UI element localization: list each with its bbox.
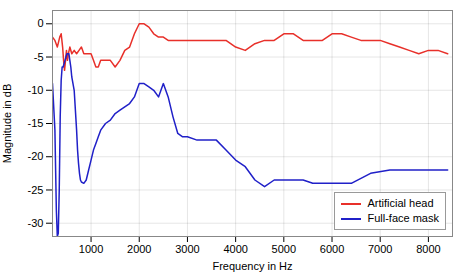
svg-text:-10: -10: [28, 84, 44, 96]
svg-text:-5: -5: [34, 51, 44, 63]
svg-text:-30: -30: [28, 217, 44, 229]
svg-text:0: 0: [37, 17, 43, 29]
svg-text:7000: 7000: [368, 243, 392, 255]
svg-text:-20: -20: [28, 150, 44, 162]
svg-text:4000: 4000: [223, 243, 247, 255]
svg-text:5000: 5000: [272, 243, 296, 255]
svg-text:8000: 8000: [416, 243, 440, 255]
svg-text:-25: -25: [28, 183, 44, 195]
html-text:Full-face mask: Full-face mask: [367, 212, 439, 224]
svg-text:3000: 3000: [175, 243, 199, 255]
svg-text:Magnitude in dB: Magnitude in dB: [1, 84, 13, 164]
html-text:Artificial head: Artificial head: [367, 197, 434, 209]
svg-text:2000: 2000: [127, 243, 151, 255]
svg-text:6000: 6000: [320, 243, 344, 255]
svg-text:1000: 1000: [79, 243, 103, 255]
svg-text:Frequency in Hz: Frequency in Hz: [212, 260, 292, 272]
svg-text:-15: -15: [28, 117, 44, 129]
